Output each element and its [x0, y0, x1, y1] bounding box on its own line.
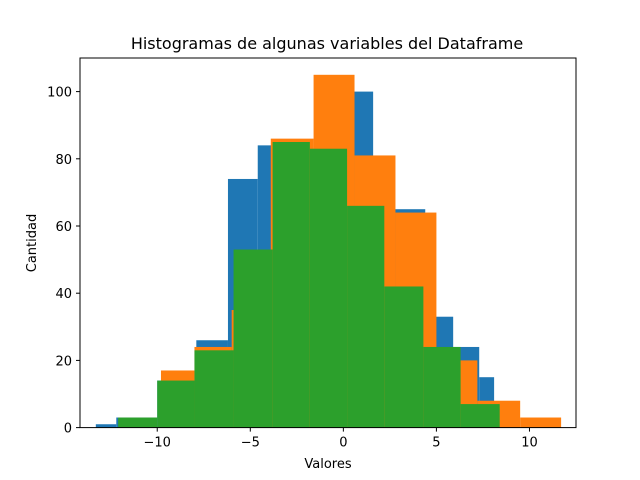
y-axis: 0 20 40 60 80 100	[47, 86, 80, 437]
x-tick-label: −5	[241, 436, 260, 451]
x-tick-label: 5	[432, 436, 440, 451]
bar-series-2-bin-10	[520, 417, 562, 428]
x-tick-label: −10	[144, 436, 171, 451]
y-tick-label: 80	[55, 153, 72, 168]
bar-series-3-bin-2	[157, 380, 195, 428]
y-tick-label: 20	[55, 354, 72, 369]
x-axis: −10 −5 0 5 10	[144, 427, 538, 451]
bar-series-3-bin-7	[347, 205, 385, 428]
plot-frame	[79, 57, 577, 429]
bars-layer	[95, 74, 562, 428]
y-tick-label: 40	[55, 287, 72, 302]
x-axis-label: Valores	[304, 457, 351, 472]
y-axis-label: Cantidad	[25, 214, 40, 272]
bar-series-3-bin-8	[384, 286, 424, 428]
chart-title: Histogramas de algunas variables del Dat…	[131, 34, 523, 53]
bar-series-3-bin-3	[194, 350, 234, 428]
x-tick-label: 0	[339, 436, 347, 451]
x-tick-label: 10	[521, 436, 538, 451]
bar-series-3-bin-10	[460, 404, 500, 428]
y-tick-label: 0	[64, 422, 72, 437]
bar-series-3-bin-4	[233, 249, 273, 428]
bar-series-3-bin-1	[118, 417, 158, 428]
bar-series-3-bin-5	[272, 142, 310, 428]
bar-series-3-bin-6	[309, 148, 348, 428]
y-tick-label: 100	[47, 86, 72, 101]
bar-series-1-bin-1	[95, 424, 117, 428]
y-tick-label: 60	[55, 220, 72, 235]
bar-series-3-bin-9	[423, 346, 461, 428]
